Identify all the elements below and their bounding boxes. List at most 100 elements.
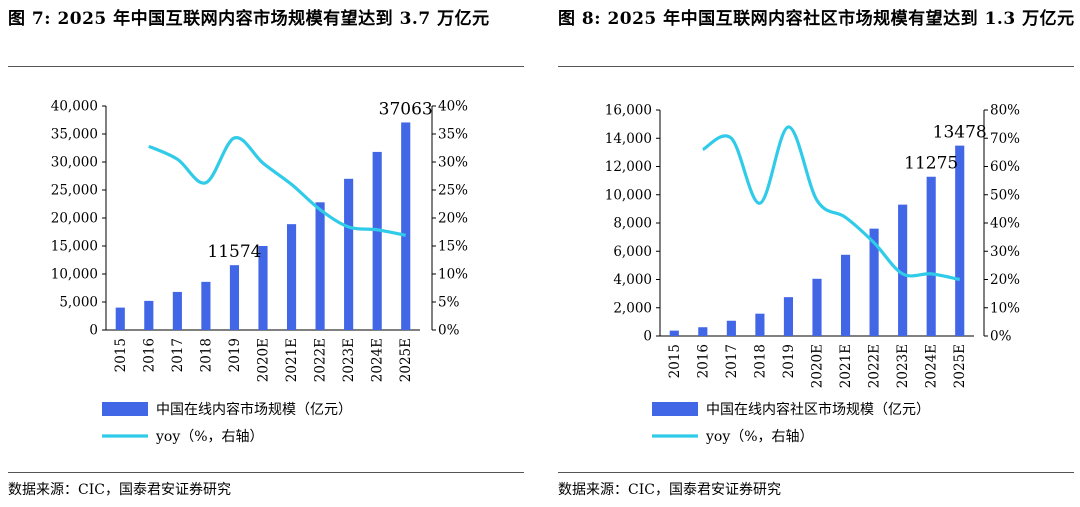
- left-tick-label: 10,000: [605, 187, 652, 203]
- right-tick-label: 5%: [438, 295, 460, 311]
- bar: [898, 204, 908, 336]
- bar: [812, 278, 822, 336]
- left-tick-label: 14,000: [605, 131, 652, 147]
- right-tick-label: 80%: [990, 103, 1020, 119]
- x-tick-label: 2022E: [313, 338, 329, 382]
- data-label: 37063: [379, 99, 433, 119]
- bar: [783, 297, 794, 336]
- yoy-line: [701, 125, 961, 282]
- right-tick-label: 40%: [990, 216, 1020, 232]
- left-tick-label: 0: [89, 323, 98, 339]
- bar: [172, 291, 182, 330]
- data-label: 11574: [207, 242, 261, 262]
- x-tick-label: 2024E: [924, 344, 940, 388]
- right-tick-label: 35%: [438, 127, 468, 143]
- bar: [144, 300, 154, 330]
- right-tick-label: 0%: [990, 329, 1012, 345]
- left-tick-label: 12,000: [605, 159, 652, 175]
- left-tick-label: 0: [643, 329, 652, 345]
- x-tick-label: 2025E: [398, 338, 414, 382]
- bar: [229, 265, 240, 330]
- x-tick-label: 2017: [170, 338, 186, 372]
- bar: [115, 307, 125, 330]
- right-tick-label: 10%: [990, 300, 1020, 316]
- bar: [840, 254, 851, 336]
- bar: [755, 313, 765, 336]
- x-tick-label: 2021E: [284, 338, 300, 382]
- left-tick-label: 8,000: [613, 216, 652, 232]
- data-label: 13478: [933, 123, 987, 143]
- legend-bar-swatch: [102, 402, 148, 416]
- legend-label: yoy（%，右轴）: [155, 429, 264, 445]
- left-tick-label: 35,000: [51, 127, 98, 143]
- bar: [869, 228, 879, 336]
- x-tick-label: 2023E: [341, 338, 357, 382]
- left-tick-label: 4,000: [613, 272, 652, 288]
- x-tick-label: 2020E: [256, 338, 272, 382]
- x-tick-label: 2016: [141, 338, 157, 372]
- x-tick-label: 2019: [781, 344, 797, 378]
- right-tick-label: 30%: [438, 155, 468, 171]
- x-tick-label: 2020E: [810, 344, 826, 388]
- legend-label: 中国在线内容社区市场规模（亿元）: [706, 401, 930, 418]
- legend-label: yoy（%，右轴）: [705, 429, 814, 445]
- source-note: 数据来源：CIC，国泰君安证券研究: [558, 482, 781, 498]
- left-tick-label: 10,000: [51, 267, 98, 283]
- bottom-rule: [8, 472, 524, 473]
- bar: [315, 202, 325, 330]
- legend-label: 中国在线内容市场规模（亿元）: [156, 401, 352, 418]
- left-tick-label: 16,000: [605, 103, 652, 119]
- legend-bar-swatch: [652, 402, 698, 416]
- bar: [258, 246, 268, 330]
- data-label: 11275: [904, 154, 958, 174]
- bar: [286, 224, 297, 330]
- chart-panel-left: 图 7: 2025 年中国互联网内容市场规模有望达到 3.7 万亿元 0 5,00…: [8, 0, 538, 507]
- right-tick-label: 10%: [438, 267, 468, 283]
- chart-left: 0 5,000 10,000 15,000 20,000 25,000 30,000 35,0…: [51, 99, 468, 446]
- left-tick-label: 5,000: [59, 295, 98, 311]
- x-tick-label: 2015: [113, 338, 129, 372]
- right-tick-label: 20%: [438, 211, 468, 227]
- chart-title: 图 8: 2025 年中国互联网内容社区市场规模有望达到 1.3 万亿元: [558, 9, 1075, 29]
- x-tick-label: 2024E: [370, 338, 386, 382]
- left-tick-label: 30,000: [51, 155, 98, 171]
- left-tick-label: 6,000: [613, 244, 652, 260]
- right-tick-label: 40%: [438, 99, 468, 115]
- chart-title: 图 7: 2025 年中国互联网内容市场规模有望达到 3.7 万亿元: [8, 9, 490, 29]
- bar: [726, 320, 736, 336]
- bottom-rule: [558, 472, 1074, 473]
- right-tick-label: 70%: [990, 131, 1020, 147]
- bar: [372, 151, 382, 330]
- bar: [344, 178, 354, 330]
- x-tick-label: 2016: [695, 344, 711, 378]
- left-tick-label: 2,000: [613, 300, 652, 316]
- right-tick-label: 20%: [990, 272, 1020, 288]
- bar: [669, 330, 679, 336]
- yoy-line: [148, 136, 407, 237]
- x-tick-label: 2021E: [838, 344, 854, 388]
- right-tick-label: 60%: [990, 159, 1020, 175]
- right-tick-label: 0%: [438, 323, 460, 339]
- x-tick-label: 2018: [752, 344, 768, 378]
- x-tick-label: 2025E: [952, 344, 968, 388]
- left-tick-label: 40,000: [51, 99, 98, 115]
- right-tick-label: 50%: [990, 187, 1020, 203]
- chart-right: 0 2,000 4,000 6,000 8,000 10,000 12,000 14,000 1…: [605, 103, 1020, 446]
- source-note: 数据来源：CIC，国泰君安证券研究: [8, 482, 231, 498]
- right-tick-label: 15%: [438, 239, 468, 255]
- x-tick-label: 2023E: [895, 344, 911, 388]
- bar: [955, 145, 965, 336]
- top-rule: [558, 66, 1074, 67]
- top-rule: [8, 66, 524, 67]
- chart-panel-right: 图 8: 2025 年中国互联网内容社区市场规模有望达到 1.3 万亿元 0 2,…: [558, 0, 1080, 507]
- right-tick-label: 25%: [438, 183, 468, 199]
- bar: [926, 176, 936, 336]
- x-tick-label: 2022E: [867, 344, 883, 388]
- x-tick-label: 2019: [227, 338, 243, 372]
- bar: [201, 281, 211, 330]
- left-tick-label: 25,000: [51, 183, 98, 199]
- right-tick-label: 30%: [990, 244, 1020, 260]
- x-tick-label: 2015: [667, 344, 683, 378]
- bar: [698, 327, 708, 336]
- x-tick-label: 2018: [198, 338, 214, 372]
